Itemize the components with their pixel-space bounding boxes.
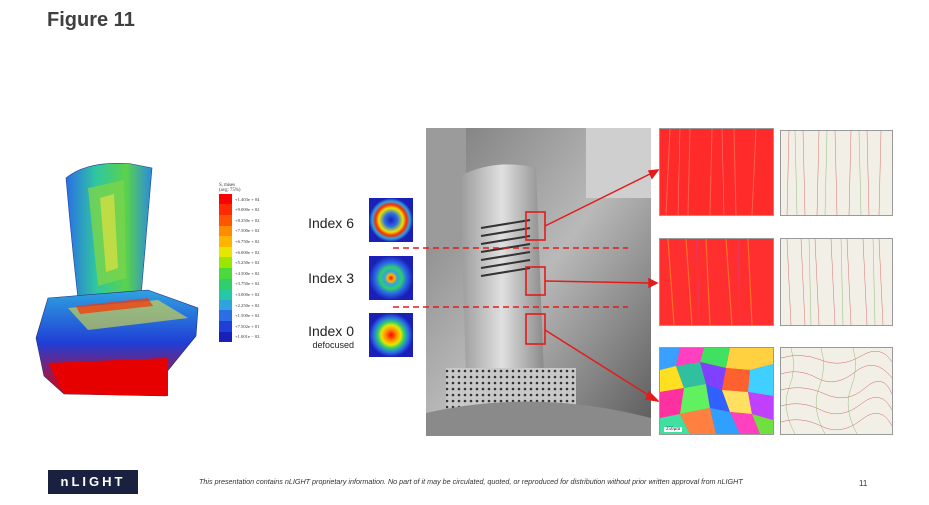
legend-swatch (219, 310, 232, 321)
printed-blade-photo (426, 128, 651, 436)
legend-entry: +1.500e + 02 (219, 310, 279, 321)
ebsd-map-top (659, 128, 774, 216)
legend-label: +1.001e − 02 (235, 334, 260, 340)
legend-entry: +1.001e − 02 (219, 331, 279, 343)
legend-subheader: (avg: 75%) (219, 188, 241, 194)
ebsd-map-bottom: 250µm (659, 347, 774, 435)
ebsd-map-middle (659, 238, 774, 326)
legend-swatch (219, 236, 232, 247)
arrow-head-bottom (644, 390, 661, 403)
legend-entry: +6.000e + 02 (219, 246, 279, 258)
legend-header: S, mises (219, 183, 235, 188)
arrow-to-micro-bottom (544, 329, 654, 399)
legend-label: +1.500e + 02 (235, 313, 260, 319)
scale-bar-label: 250µm (664, 427, 683, 432)
beam-profile-ring (369, 198, 413, 242)
beam-profile-gaussian (369, 313, 413, 357)
beam-label-index-6: Index 6 (308, 215, 354, 231)
page-number: 11 (859, 479, 868, 488)
legend-entry: +8.250e + 02 (219, 215, 279, 226)
nlight-logo: nLIGHT (48, 470, 138, 494)
legend-swatch (219, 204, 232, 215)
legend-entry: +6.750e + 02 (219, 236, 279, 247)
legend-label: +3.750e + 02 (235, 281, 260, 287)
stress-legend: S, mises (avg: 75%) +1.403e + 04 +9.000e … (219, 183, 279, 353)
legend-swatch (219, 289, 232, 300)
ebsd-grains (660, 348, 773, 434)
legend-entry: +2.250e + 02 (219, 299, 279, 311)
legend-swatch (219, 225, 232, 237)
arrow-head-mid (648, 277, 659, 289)
legend-label: +3.000e + 02 (235, 291, 260, 297)
legend-swatch (219, 299, 232, 311)
legend-label: +6.750e + 02 (235, 238, 260, 244)
grain-boundary-map-top (780, 130, 893, 216)
beam-profile-core-ring (369, 256, 413, 300)
legend-label: +1.403e + 04 (235, 196, 260, 202)
legend-entry: +3.000e + 02 (219, 289, 279, 300)
proprietary-disclaimer: This presentation contains nLIGHT propri… (199, 477, 743, 486)
grain-boundary-map-bottom (780, 347, 893, 435)
slide-title: Figure 11 (47, 9, 135, 31)
legend-entry: +5.250e + 02 (219, 257, 279, 268)
legend-label: +2.250e + 02 (235, 302, 260, 308)
legend-label: +6.000e + 02 (235, 249, 260, 255)
arrow-head-top (647, 169, 660, 180)
legend-entry: +7.502e + 01 (219, 320, 279, 332)
arrow-to-micro-mid (544, 280, 652, 284)
legend-swatch (219, 320, 232, 332)
legend-entry: +4.500e + 02 (219, 267, 279, 279)
legend-label: +8.250e + 02 (235, 217, 260, 223)
legend-swatch (219, 246, 232, 258)
beam-label-index-0: Index 0 (308, 323, 354, 339)
legend-entry: +7.500e + 02 (219, 225, 279, 237)
legend-swatch (219, 257, 232, 268)
legend-entry: +3.750e + 02 (219, 278, 279, 290)
legend-label: +7.502e + 01 (235, 323, 260, 329)
grain-boundary-map-middle (780, 238, 893, 326)
legend-entry: +1.403e + 04 (219, 193, 279, 205)
legend-label: +5.250e + 02 (235, 260, 260, 266)
legend-swatch (219, 215, 232, 226)
legend-swatch (219, 331, 232, 343)
legend-swatch (219, 278, 232, 290)
legend-entry: +9.000e + 02 (219, 204, 279, 215)
legend-label: +4.500e + 02 (235, 270, 260, 276)
legend-swatch (219, 193, 232, 205)
beam-sublabel-defocused: defocused (312, 340, 354, 350)
legend-label: +9.000e + 02 (235, 207, 260, 213)
legend-label: +7.500e + 02 (235, 228, 260, 234)
legend-swatch (219, 267, 232, 279)
beam-label-index-3: Index 3 (308, 270, 354, 286)
arrow-to-micro-top (544, 171, 655, 227)
fea-blade-model (35, 163, 199, 397)
